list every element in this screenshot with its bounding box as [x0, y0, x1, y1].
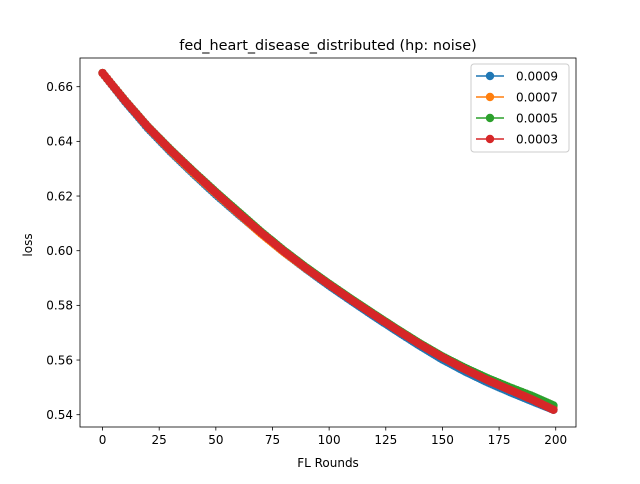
plot-frame	[79, 57, 577, 428]
x-tick-label: 50	[208, 433, 223, 447]
legend: 0.0009 0.0007 0.0005 0.0003	[470, 63, 570, 153]
legend-frame	[470, 63, 570, 153]
x-tick-label: 0	[99, 433, 107, 447]
legend-label: 0.0009	[516, 69, 558, 83]
data-point	[549, 405, 558, 414]
series-0.0003	[98, 68, 558, 414]
legend-label: 0.0003	[516, 132, 558, 146]
x-axis-label: FL Rounds	[297, 456, 359, 470]
legend-marker	[485, 113, 495, 123]
x-tick-label: 75	[265, 433, 280, 447]
x-tick-label: 25	[152, 433, 167, 447]
y-tick-label: 0.60	[46, 244, 73, 258]
x-tick-label: 150	[431, 433, 454, 447]
x-tick-label: 200	[544, 433, 567, 447]
y-tick-label: 0.58	[46, 299, 73, 313]
x-tick-label: 125	[374, 433, 397, 447]
y-tick-label: 0.66	[46, 80, 73, 94]
chart-title: fed_heart_disease_distributed (hp: noise…	[179, 38, 476, 54]
y-tick-label: 0.54	[46, 408, 73, 422]
legend-marker	[485, 71, 495, 81]
y-axis-ticks: 0.54 0.56 0.58 0.60 0.62 0.64 0.66	[46, 80, 80, 422]
y-tick-label: 0.56	[46, 353, 73, 367]
legend-marker	[485, 134, 495, 144]
legend-label: 0.0007	[516, 90, 558, 104]
legend-marker	[485, 92, 495, 102]
legend-label: 0.0005	[516, 111, 558, 125]
plot-series	[98, 68, 558, 414]
x-tick-label: 175	[488, 433, 511, 447]
x-axis-ticks: 0 25 50 75 100 125 150 175 200	[99, 427, 567, 447]
y-tick-label: 0.62	[46, 189, 73, 203]
x-tick-label: 100	[318, 433, 341, 447]
y-axis-label: loss	[21, 233, 35, 256]
y-tick-label: 0.64	[46, 135, 73, 149]
